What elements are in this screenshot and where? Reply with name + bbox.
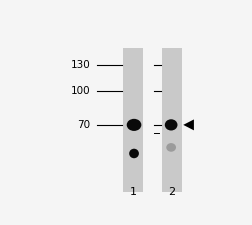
Ellipse shape (129, 149, 139, 158)
Text: 2: 2 (169, 187, 176, 197)
Ellipse shape (165, 119, 177, 130)
Text: 130: 130 (70, 60, 90, 70)
Ellipse shape (166, 143, 176, 152)
Bar (123, 48, 143, 192)
Text: 70: 70 (77, 120, 90, 130)
Bar (162, 48, 182, 192)
Text: 100: 100 (71, 86, 90, 96)
Polygon shape (183, 119, 194, 130)
Text: 1: 1 (130, 187, 137, 197)
Ellipse shape (127, 119, 141, 131)
